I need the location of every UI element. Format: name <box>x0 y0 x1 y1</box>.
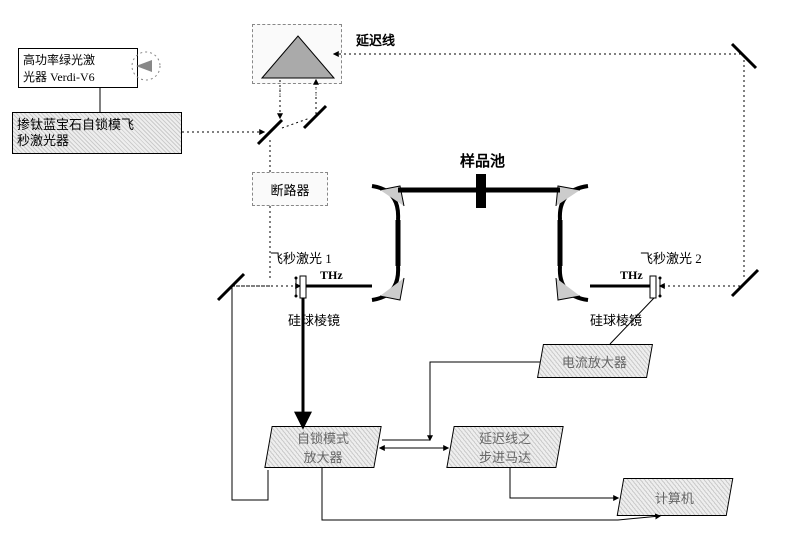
pump-laser-line1: 高功率绿光激 <box>23 53 95 67</box>
lockin-line1: 自锁模式 <box>297 431 349 446</box>
computer-label: 计算机 <box>655 488 694 507</box>
si-lens-left-label: 硅球棱镜 <box>288 310 340 329</box>
lockin-line2: 放大器 <box>303 450 342 465</box>
si-lens-right-label: 硅球棱镜 <box>590 310 642 329</box>
current-amp-box: 电流放大器 <box>537 344 653 378</box>
breaker-box: 断路器 <box>252 172 328 206</box>
fs-laser-1-label: 飞秒激光 1 <box>270 248 332 267</box>
sample-cell-label: 样品池 <box>460 150 505 171</box>
ti-sapphire-line1: 掺钛蓝宝石自锁模飞 <box>17 117 134 132</box>
computer-box: 计算机 <box>617 478 734 516</box>
pump-laser-box: 高功率绿光激 光器 Verdi-V6 <box>18 48 138 88</box>
stepper-line1: 延迟线之 <box>479 431 531 446</box>
ti-sapphire-line2: 秒激光器 <box>17 133 69 148</box>
thz-right-label: THz <box>620 268 643 283</box>
delay-line-box <box>252 24 342 84</box>
current-amp-label: 电流放大器 <box>562 352 627 371</box>
pump-laser-line2: 光器 Verdi-V6 <box>23 70 95 84</box>
stepper-line2: 步进马达 <box>479 450 531 465</box>
ti-sapphire-box: 掺钛蓝宝石自锁模飞 秒激光器 <box>12 112 182 154</box>
stepper-box: 延迟线之 步进马达 <box>446 426 563 468</box>
breaker-label: 断路器 <box>270 180 309 199</box>
thz-left-label: THz <box>320 268 343 283</box>
lockin-box: 自锁模式 放大器 <box>264 426 381 468</box>
fs-laser-2-label: 飞秒激光 2 <box>640 248 702 267</box>
delay-line-label: 延迟线 <box>356 30 395 49</box>
